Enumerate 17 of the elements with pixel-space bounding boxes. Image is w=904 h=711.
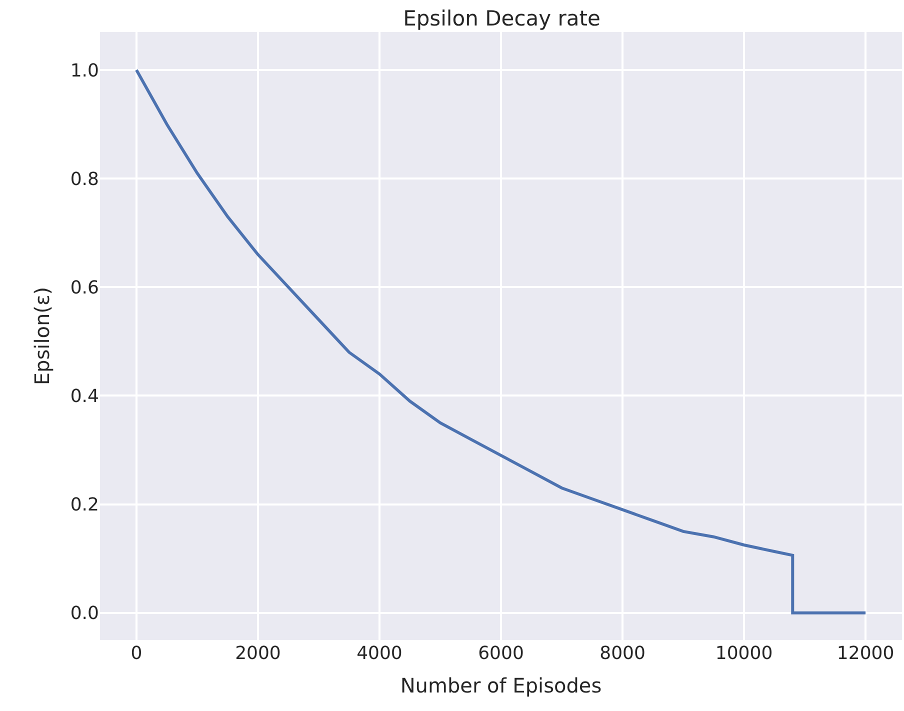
x-tick-label: 10000 xyxy=(715,643,773,664)
x-tick-label: 8000 xyxy=(600,643,646,664)
y-tick-label: 0.4 xyxy=(70,386,99,408)
x-tick-label: 6000 xyxy=(478,643,524,664)
y-tick-label: 0.0 xyxy=(70,603,99,624)
y-tick-label: 0.2 xyxy=(70,494,99,516)
y-tick-label: 0.8 xyxy=(70,168,99,190)
line-series xyxy=(134,68,868,614)
y-axis-title: Epsilon(ε) xyxy=(30,286,54,386)
y-tick-label: 0.6 xyxy=(70,277,99,298)
x-tick-label: 0 xyxy=(130,643,142,664)
chart-title: Epsilon Decay rate xyxy=(403,6,600,30)
x-tick-label: 12000 xyxy=(836,643,894,664)
x-tick-label: 2000 xyxy=(235,643,281,664)
y-tick-label: 1.0 xyxy=(70,60,99,82)
x-axis-title: Number of Episodes xyxy=(400,674,602,698)
x-tick-label: 4000 xyxy=(356,643,402,664)
